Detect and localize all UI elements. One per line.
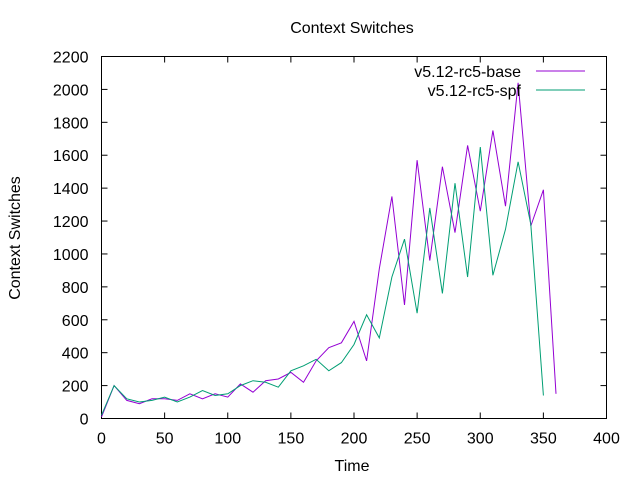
x-axis: 0 50 100 150 200 250 300 350 400	[97, 56, 620, 448]
x-tick-label: 0	[97, 431, 106, 448]
x-tick-label: 100	[214, 431, 241, 448]
y-axis-label: Context Switches	[7, 176, 24, 300]
series-lines	[101, 82, 557, 418]
x-tick-label: 200	[341, 431, 368, 448]
y-tick-label: 1800	[53, 115, 89, 132]
series-line-1	[101, 82, 557, 418]
y-tick-label: 1400	[53, 181, 89, 198]
plot-frame	[101, 56, 607, 419]
y-tick-label: 600	[62, 313, 89, 330]
y-tick-label: 200	[62, 379, 89, 396]
x-tick-label: 400	[593, 431, 620, 448]
y-tick-label: 1000	[53, 247, 89, 264]
chart-title: Context Switches	[290, 20, 414, 37]
y-tick-label: 2000	[53, 82, 89, 99]
y-tick-label: 2200	[53, 50, 89, 67]
y-tick-label: 1600	[53, 148, 89, 165]
legend-label-2: v5.12-rc5-spf	[428, 83, 522, 100]
y-tick-label: 1200	[53, 214, 89, 231]
x-tick-label: 150	[278, 431, 305, 448]
y-tick-label: 400	[62, 346, 89, 363]
legend-label-1: v5.12-rc5-base	[414, 64, 521, 81]
y-axis: 0 200 400 600 800 1000 1200 1400 1600 1800 2000 220…	[53, 50, 607, 429]
x-tick-label: 300	[467, 431, 494, 448]
x-tick-label: 50	[156, 431, 174, 448]
y-tick-label: 0	[80, 412, 89, 429]
x-tick-label: 250	[404, 431, 431, 448]
x-axis-label: Time	[335, 458, 370, 475]
y-tick-label: 800	[62, 280, 89, 297]
legend: v5.12-rc5-base v5.12-rc5-spf	[414, 64, 585, 100]
series-line-2	[101, 146, 544, 416]
x-tick-label: 350	[530, 431, 557, 448]
